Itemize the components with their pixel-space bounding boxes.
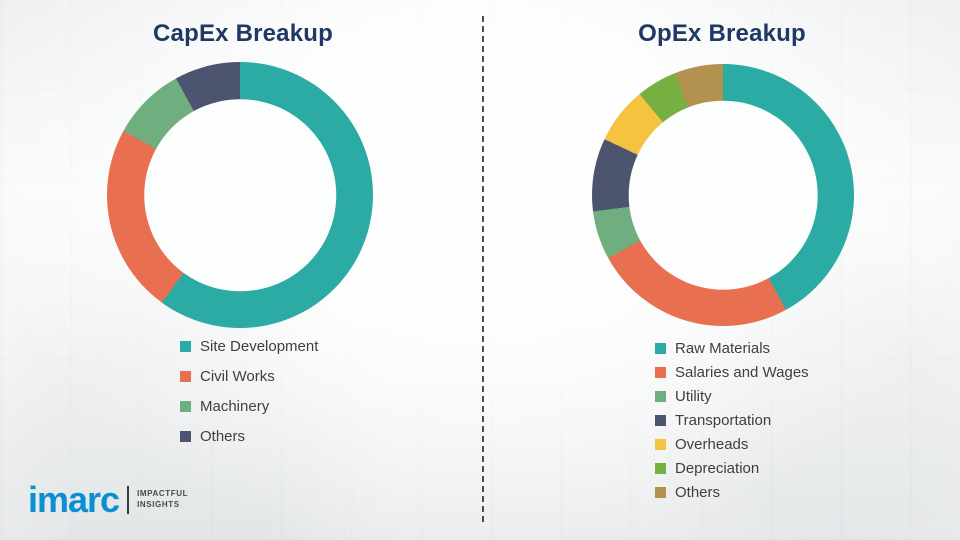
legend-item: Others xyxy=(180,428,318,445)
legend-label: Civil Works xyxy=(200,368,275,385)
divider xyxy=(482,16,484,522)
legend-label: Transportation xyxy=(675,412,772,429)
legend-item: Utility xyxy=(655,388,809,405)
legend-item: Machinery xyxy=(180,398,318,415)
legend-label: Site Development xyxy=(200,338,319,355)
capex-title: CapEx Breakup xyxy=(153,20,333,47)
legend-label: Others xyxy=(675,484,721,501)
legend-swatch xyxy=(180,401,191,412)
donut-hole xyxy=(144,99,336,291)
legend-item: Salaries and Wages xyxy=(655,364,809,381)
tagline-line-2: INSIGHTS xyxy=(137,500,180,509)
legend-swatch xyxy=(655,463,666,474)
imarc-logo: imarc IMPACTFUL INSIGHTS xyxy=(28,482,188,518)
legend-label: Salaries and Wages xyxy=(675,364,809,381)
legend-label: Others xyxy=(200,428,246,445)
legend-swatch xyxy=(180,431,191,442)
legend-swatch xyxy=(655,487,666,498)
imarc-logo-tagline: IMPACTFUL INSIGHTS xyxy=(137,489,188,511)
legend-label: Utility xyxy=(675,388,712,405)
opex-donut-chart xyxy=(592,64,854,326)
legend-swatch xyxy=(655,343,666,354)
legend-swatch xyxy=(655,367,666,378)
legend-swatch xyxy=(655,439,666,450)
legend-label: Raw Materials xyxy=(675,340,771,357)
opex-title: OpEx Breakup xyxy=(638,20,806,47)
legend-item: Site Development xyxy=(180,338,318,355)
capex-legend: Site Development Civil Works Machinery Othe… xyxy=(180,338,318,458)
imarc-logo-text: imarc xyxy=(28,479,120,520)
logo-divider xyxy=(127,486,130,514)
legend-item: Civil Works xyxy=(180,368,318,385)
legend-label: Depreciation xyxy=(675,460,760,477)
legend-label: Machinery xyxy=(200,398,270,415)
capex-donut-chart xyxy=(107,62,373,328)
legend-swatch xyxy=(180,341,191,352)
legend-label: Overheads xyxy=(675,436,749,453)
donut-hole xyxy=(628,100,818,290)
legend-swatch xyxy=(655,391,666,402)
legend-item: Others xyxy=(655,484,809,501)
opex-legend: Raw Materials Salaries and Wages Utility Tr… xyxy=(655,340,809,508)
legend-item: Overheads xyxy=(655,436,809,453)
legend-item: Raw Materials xyxy=(655,340,809,357)
tagline-line-1: IMPACTFUL xyxy=(137,489,189,499)
legend-item: Transportation xyxy=(655,412,809,429)
legend-swatch xyxy=(655,415,666,426)
legend-swatch xyxy=(180,371,191,382)
legend-item: Depreciation xyxy=(655,460,809,477)
